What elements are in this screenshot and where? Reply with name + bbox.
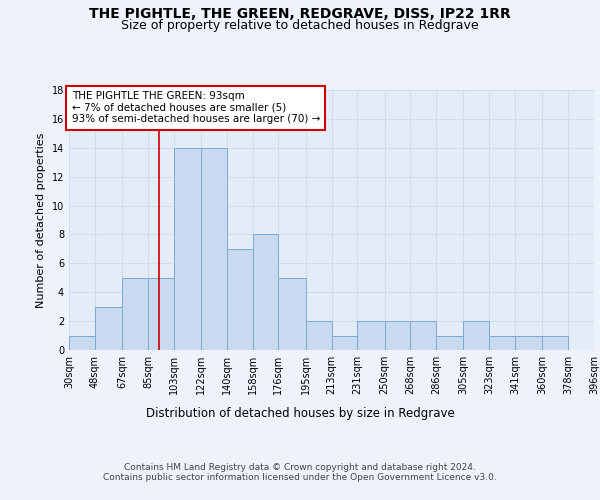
Bar xyxy=(253,234,278,350)
Text: Contains HM Land Registry data © Crown copyright and database right 2024.
Contai: Contains HM Land Registry data © Crown c… xyxy=(103,462,497,482)
Bar xyxy=(227,249,253,350)
Y-axis label: Number of detached properties: Number of detached properties xyxy=(36,132,46,308)
Bar xyxy=(436,336,463,350)
Text: THE PIGHTLE THE GREEN: 93sqm
← 7% of detached houses are smaller (5)
93% of semi: THE PIGHTLE THE GREEN: 93sqm ← 7% of det… xyxy=(71,92,320,124)
Bar xyxy=(69,336,95,350)
Text: Distribution of detached houses by size in Redgrave: Distribution of detached houses by size … xyxy=(146,408,454,420)
Bar xyxy=(385,321,410,350)
Bar xyxy=(95,306,122,350)
Bar xyxy=(278,278,305,350)
Text: Size of property relative to detached houses in Redgrave: Size of property relative to detached ho… xyxy=(121,19,479,32)
Bar xyxy=(489,336,515,350)
Text: THE PIGHTLE, THE GREEN, REDGRAVE, DISS, IP22 1RR: THE PIGHTLE, THE GREEN, REDGRAVE, DISS, … xyxy=(89,8,511,22)
Bar xyxy=(542,336,568,350)
Bar xyxy=(331,336,358,350)
Bar xyxy=(515,336,542,350)
Bar xyxy=(122,278,148,350)
Bar xyxy=(305,321,331,350)
Bar xyxy=(201,148,227,350)
Bar xyxy=(463,321,489,350)
Bar xyxy=(410,321,436,350)
Bar xyxy=(148,278,174,350)
Bar xyxy=(174,148,201,350)
Bar xyxy=(358,321,385,350)
